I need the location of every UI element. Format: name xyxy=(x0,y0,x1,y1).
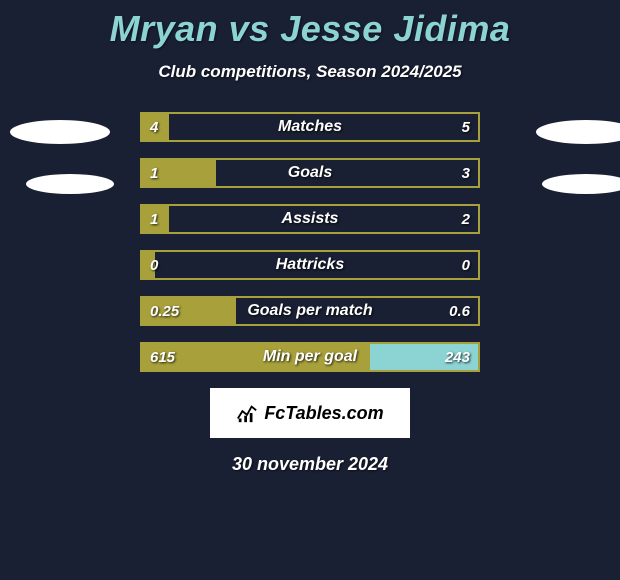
player-right-ellipse-1 xyxy=(536,120,620,144)
bar-row: 1Assists2 xyxy=(140,204,480,234)
comparison-chart: 4Matches51Goals31Assists20Hattricks00.25… xyxy=(0,112,620,372)
bar-value-right: 3 xyxy=(462,160,470,186)
bar-row: 0.25Goals per match0.6 xyxy=(140,296,480,326)
player-right-ellipse-2 xyxy=(542,174,620,194)
bar-value-left: 0 xyxy=(150,252,158,278)
page-title: Mryan vs Jesse Jidima xyxy=(0,0,620,50)
chart-icon xyxy=(236,402,258,424)
footer-date: 30 november 2024 xyxy=(0,454,620,475)
bar-value-right: 2 xyxy=(462,206,470,232)
bar-value-right: 0.6 xyxy=(449,298,470,324)
bar-row: 615Min per goal243 xyxy=(140,342,480,372)
bars-container: 4Matches51Goals31Assists20Hattricks00.25… xyxy=(140,112,480,372)
page-subtitle: Club competitions, Season 2024/2025 xyxy=(0,62,620,82)
bar-value-left: 4 xyxy=(150,114,158,140)
bar-value-right: 0 xyxy=(462,252,470,278)
logo-text: FcTables.com xyxy=(264,403,383,424)
bar-label: Hattricks xyxy=(142,252,478,278)
bar-value-right: 243 xyxy=(445,344,470,370)
bar-value-left: 1 xyxy=(150,206,158,232)
bar-row: 1Goals3 xyxy=(140,158,480,188)
logo-box: FcTables.com xyxy=(210,388,410,438)
bar-row: 4Matches5 xyxy=(140,112,480,142)
bar-fill-left xyxy=(142,344,370,370)
bar-label: Assists xyxy=(142,206,478,232)
bar-label: Matches xyxy=(142,114,478,140)
player-left-ellipse-1 xyxy=(10,120,110,144)
player-left-ellipse-2 xyxy=(26,174,114,194)
bar-value-left: 0.25 xyxy=(150,298,179,324)
bar-value-left: 615 xyxy=(150,344,175,370)
bar-value-right: 5 xyxy=(462,114,470,140)
bar-value-left: 1 xyxy=(150,160,158,186)
bar-row: 0Hattricks0 xyxy=(140,250,480,280)
